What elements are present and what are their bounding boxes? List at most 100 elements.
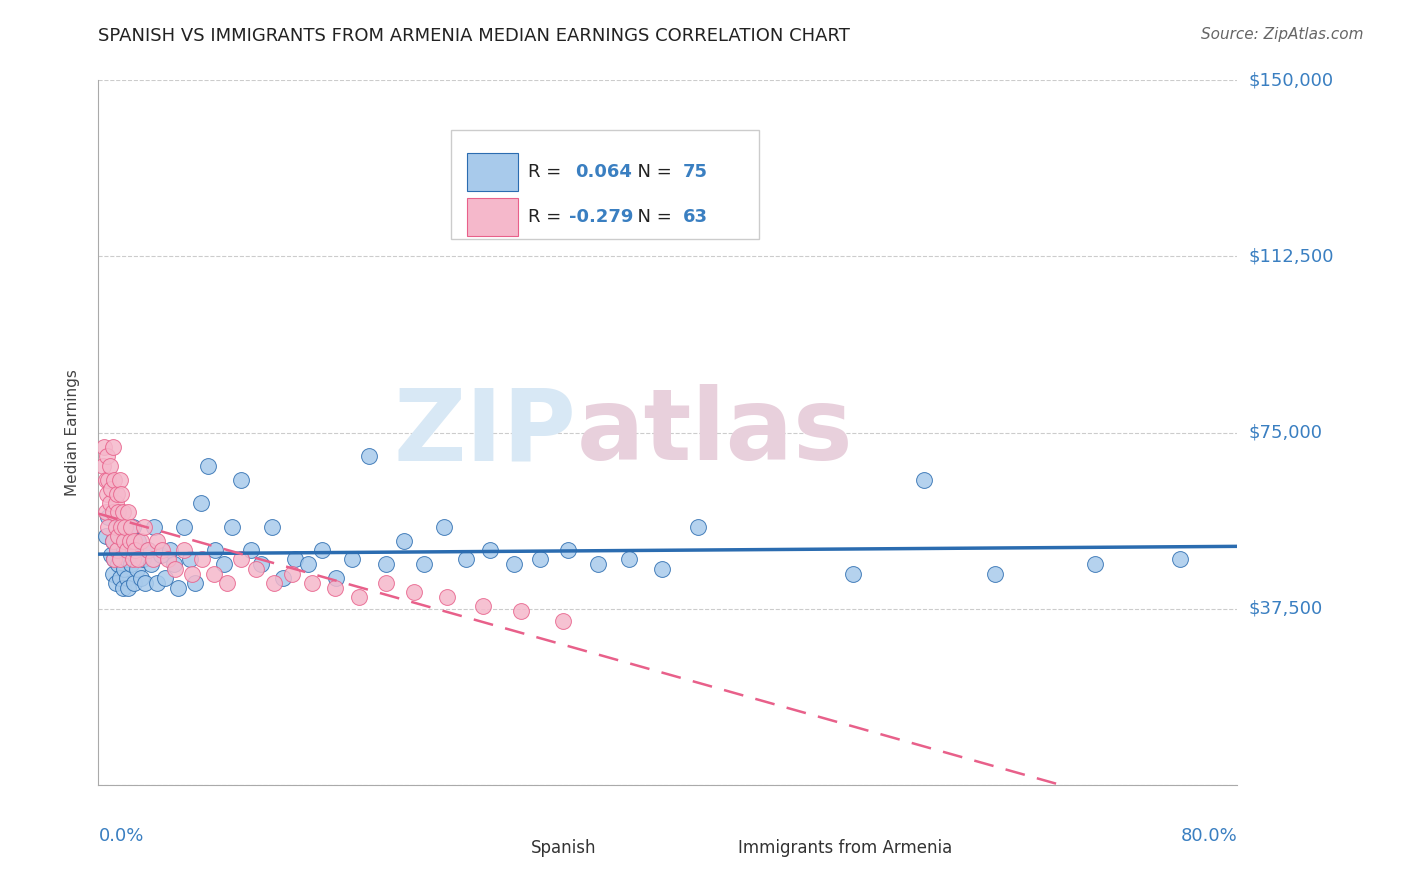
Point: [98, 458, 121, 473]
Point: [163, 557, 186, 571]
Point: [96, 486, 118, 500]
Point: [101, 566, 124, 581]
Point: [478, 543, 501, 558]
Point: [103, 552, 125, 566]
Point: [114, 519, 136, 533]
Point: [136, 543, 159, 558]
Point: [503, 557, 526, 571]
Point: [229, 552, 252, 566]
Point: [94, 473, 117, 487]
Point: [165, 562, 187, 576]
Point: [1084, 557, 1107, 571]
Point: [107, 506, 129, 520]
Point: [262, 519, 284, 533]
Point: [124, 543, 146, 558]
Point: [323, 581, 346, 595]
Text: $75,000: $75,000: [1249, 424, 1323, 442]
Text: 75: 75: [683, 163, 707, 181]
Text: 63: 63: [683, 208, 707, 226]
Text: Source: ZipAtlas.com: Source: ZipAtlas.com: [1201, 27, 1364, 42]
Point: [394, 533, 416, 548]
Point: [454, 552, 477, 566]
Point: [1170, 552, 1192, 566]
Point: [121, 519, 143, 533]
Point: [97, 519, 120, 533]
Point: [124, 548, 146, 562]
Text: $150,000: $150,000: [1249, 71, 1333, 89]
Text: 0.0%: 0.0%: [98, 827, 143, 846]
Point: [249, 557, 271, 571]
Point: [912, 473, 935, 487]
Point: [619, 552, 641, 566]
Point: [98, 496, 121, 510]
Point: [340, 552, 363, 566]
Point: [97, 473, 120, 487]
Point: [551, 614, 574, 628]
Point: [118, 533, 141, 548]
Point: [263, 576, 285, 591]
Point: [301, 576, 323, 591]
Text: SPANISH VS IMMIGRANTS FROM ARMENIA MEDIAN EARNINGS CORRELATION CHART: SPANISH VS IMMIGRANTS FROM ARMENIA MEDIA…: [98, 27, 851, 45]
Point: [245, 562, 267, 576]
Point: [111, 506, 134, 520]
Point: [273, 571, 295, 585]
Point: [112, 533, 135, 548]
Point: [191, 552, 214, 566]
FancyBboxPatch shape: [467, 198, 517, 236]
Point: [139, 557, 162, 571]
Text: N =: N =: [626, 208, 678, 226]
Point: [104, 519, 127, 533]
Point: [114, 529, 136, 543]
Point: [297, 557, 319, 571]
Point: [281, 566, 304, 581]
Point: [118, 533, 141, 548]
Point: [239, 543, 262, 558]
Point: [190, 496, 212, 510]
Point: [134, 576, 156, 591]
Point: [100, 482, 122, 496]
Point: [433, 519, 456, 533]
Text: 0.064: 0.064: [575, 163, 633, 181]
Point: [122, 576, 145, 591]
Point: [91, 458, 114, 473]
Point: [984, 566, 1007, 581]
Point: [104, 576, 127, 591]
Point: [184, 576, 207, 591]
Point: [129, 571, 152, 585]
Point: [173, 543, 195, 558]
Point: [842, 566, 865, 581]
Point: [141, 552, 163, 566]
FancyBboxPatch shape: [467, 153, 517, 191]
Point: [557, 543, 579, 558]
Point: [97, 510, 120, 524]
Point: [117, 506, 139, 520]
Point: [375, 576, 398, 591]
Point: [108, 571, 131, 585]
Point: [197, 458, 219, 473]
Point: [107, 557, 129, 571]
Point: [529, 552, 551, 566]
Point: [101, 506, 124, 520]
Point: [101, 533, 124, 548]
Point: [229, 473, 252, 487]
Point: [110, 519, 132, 533]
Point: [108, 473, 131, 487]
Text: R =: R =: [527, 208, 567, 226]
Point: [204, 543, 226, 558]
Point: [115, 552, 138, 566]
Text: $37,500: $37,500: [1249, 599, 1323, 618]
FancyBboxPatch shape: [482, 835, 526, 866]
Text: R =: R =: [527, 163, 572, 181]
Point: [121, 552, 143, 566]
Point: [127, 552, 149, 566]
Point: [93, 440, 115, 454]
Point: [104, 496, 127, 510]
Point: [347, 590, 370, 604]
Text: -0.279: -0.279: [569, 208, 633, 226]
Point: [510, 604, 533, 618]
Point: [159, 543, 181, 558]
Point: [471, 599, 494, 614]
Point: [108, 519, 131, 533]
Point: [115, 571, 138, 585]
Point: [94, 529, 117, 543]
